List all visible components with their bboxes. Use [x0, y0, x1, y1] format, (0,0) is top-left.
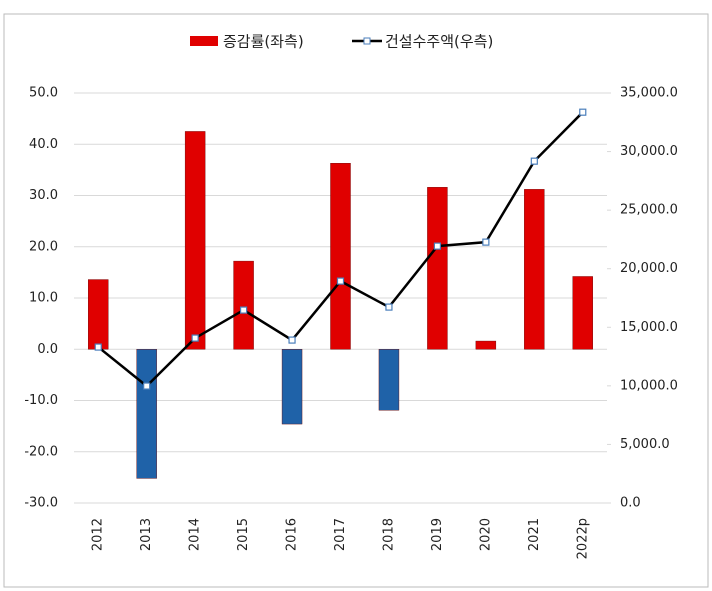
- y-tick-label: 40.0: [29, 137, 58, 152]
- line-marker: [530, 157, 538, 165]
- y2-tick-label: 5,000.0: [620, 437, 670, 452]
- line-marker: [191, 334, 199, 342]
- x-tick-label: 2016: [285, 518, 300, 551]
- x-tick-label: 2019: [430, 518, 445, 551]
- bar: [330, 163, 351, 350]
- x-tick-label: 2012: [91, 518, 106, 551]
- legend-label: 건설수주액(우측): [385, 33, 493, 51]
- bar: [184, 131, 206, 350]
- x-tick-label: 2015: [236, 518, 251, 551]
- bar: [427, 187, 448, 350]
- x-tick-label: 2021: [527, 518, 542, 551]
- y2-tick-label: 25,000.0: [620, 203, 678, 218]
- line-marker: [385, 303, 393, 311]
- y-tick-label: -20.0: [24, 444, 58, 459]
- line-marker: [143, 382, 151, 390]
- legend-marker: [363, 37, 371, 45]
- line-marker: [579, 108, 587, 116]
- x-tick-label: 2013: [139, 518, 154, 551]
- y2-tick-label: 30,000.0: [620, 144, 678, 159]
- y2-tick-label: 15,000.0: [620, 320, 678, 335]
- y-tick-label: 30.0: [29, 188, 58, 203]
- line-marker: [336, 277, 345, 285]
- y-tick-label: 20.0: [29, 239, 58, 254]
- x-tick-label: 2017: [333, 518, 348, 551]
- line-marker: [433, 242, 442, 250]
- line-marker: [239, 306, 248, 314]
- bar: [572, 276, 593, 350]
- chart-frame: [3, 13, 709, 588]
- bar: [136, 349, 157, 479]
- bar: [475, 340, 497, 350]
- y-tick-label: -10.0: [24, 393, 58, 408]
- line-marker: [482, 238, 490, 246]
- bar: [524, 189, 545, 350]
- y-tick-label: 10.0: [29, 291, 58, 306]
- y-tick-label: 50.0: [29, 86, 58, 101]
- y2-tick-label: 10,000.0: [620, 378, 678, 393]
- legend-swatch: [190, 36, 218, 46]
- y-tick-label: 0.0: [37, 342, 58, 357]
- line-marker: [94, 343, 102, 351]
- y2-tick-label: 20,000.0: [620, 261, 678, 276]
- y2-tick-label: 35,000.0: [620, 86, 678, 101]
- line-marker: [288, 336, 296, 344]
- bar: [378, 349, 400, 411]
- x-tick-label: 2022p: [575, 518, 590, 559]
- bar: [233, 260, 254, 350]
- x-tick-label: 2018: [381, 518, 396, 551]
- bar: [88, 279, 109, 350]
- x-tick-label: 2014: [188, 518, 203, 551]
- legend-label: 증감률(좌측): [223, 33, 304, 51]
- y-tick-label: -30.0: [24, 496, 58, 511]
- bar: [281, 349, 303, 425]
- x-tick-label: 2020: [478, 518, 493, 551]
- y2-tick-label: 0.0: [620, 496, 641, 511]
